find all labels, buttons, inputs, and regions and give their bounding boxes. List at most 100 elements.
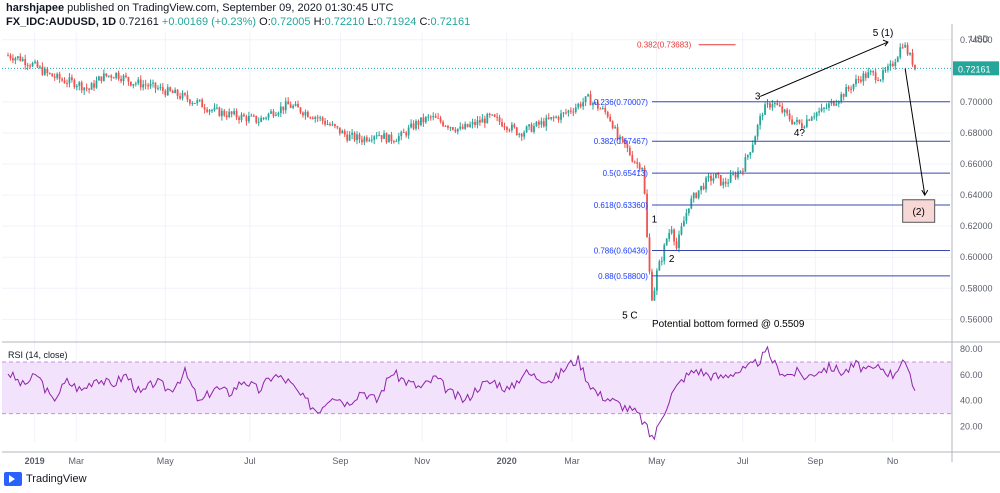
candle-body xyxy=(479,120,481,123)
candle-body xyxy=(690,198,693,209)
candle-body xyxy=(668,233,671,239)
candle-body xyxy=(26,65,29,67)
candle-body xyxy=(297,103,299,108)
candle-body xyxy=(39,66,41,68)
candle-body xyxy=(134,83,137,85)
candle-body xyxy=(88,88,91,90)
candle-body xyxy=(638,163,641,170)
candle-body xyxy=(331,124,334,126)
candle-body xyxy=(405,132,408,136)
candle-body xyxy=(233,111,236,115)
time-tick-label: No xyxy=(887,456,899,466)
candle-body xyxy=(93,83,95,88)
candle-body xyxy=(624,139,626,144)
candle-body xyxy=(889,63,892,67)
candle-body xyxy=(213,107,216,110)
candle-body xyxy=(788,113,791,120)
candle-body xyxy=(914,64,916,70)
candle-body xyxy=(756,125,759,137)
candle-body xyxy=(869,71,872,73)
candle-body xyxy=(390,134,393,142)
annotations: 0.236(0.70007) 0.382(0.67467) 0.5(0.65413)… xyxy=(2,28,952,330)
candle-body xyxy=(211,109,213,111)
candle-body xyxy=(857,79,860,81)
time-tick-label: Mar xyxy=(564,456,580,466)
time-tick-label: 2019 xyxy=(25,456,45,466)
tradingview-logo-icon[interactable] xyxy=(4,472,22,486)
candle-body xyxy=(476,120,479,125)
wave-arrow-line xyxy=(759,41,889,97)
candle-body xyxy=(378,135,381,137)
candle-body xyxy=(727,182,730,184)
candle-body xyxy=(282,106,285,111)
candle-body xyxy=(589,94,592,106)
candle-body xyxy=(877,79,879,81)
candle-body xyxy=(850,88,852,90)
candle-body xyxy=(245,116,248,122)
candle-body xyxy=(262,117,265,119)
candle-body xyxy=(781,106,784,113)
candle-body xyxy=(265,117,267,119)
candle-body xyxy=(722,181,725,186)
candle-body xyxy=(538,121,540,125)
candle-body xyxy=(365,137,368,141)
target-box-label: (2) xyxy=(913,207,925,218)
candle-body xyxy=(899,47,902,58)
candle-body xyxy=(432,116,435,118)
candle-body xyxy=(346,134,349,141)
time-tick-label: May xyxy=(157,456,175,466)
candle-body xyxy=(220,110,223,117)
candle-body xyxy=(252,115,255,117)
candle-body xyxy=(535,121,538,127)
candle-body xyxy=(454,129,457,132)
publisher-line: harshjapee published on TradingView.com,… xyxy=(6,2,394,14)
candle-body xyxy=(164,90,167,96)
candle-body xyxy=(493,114,496,117)
price-tick-label: 0.74000 xyxy=(960,35,993,45)
candle-body xyxy=(132,84,135,86)
candle-body xyxy=(464,123,467,129)
candle-body xyxy=(115,72,118,78)
candle-body xyxy=(137,79,140,84)
candle-body xyxy=(744,157,747,172)
price-change: +0.00169 (+0.23%) xyxy=(161,16,257,28)
candle-body xyxy=(717,173,720,175)
candle-body xyxy=(801,123,803,129)
candle-body xyxy=(302,112,304,116)
candle-body xyxy=(422,117,425,123)
wave-label: 5 C xyxy=(622,311,638,322)
candle-body xyxy=(166,87,169,96)
candle-body xyxy=(909,52,911,55)
candle-body xyxy=(420,117,422,125)
fib-level-label: 0.236(0.70007) xyxy=(594,98,649,107)
time-tick-label: May xyxy=(648,456,666,466)
candle-body xyxy=(867,72,870,78)
candle-body xyxy=(53,76,56,78)
candle-body xyxy=(51,73,54,77)
candle-body xyxy=(655,270,658,291)
candle-body xyxy=(641,167,644,170)
candle-body xyxy=(63,80,66,84)
candle-body xyxy=(216,107,218,109)
candle-body xyxy=(496,116,499,118)
candle-body xyxy=(872,71,875,73)
candle-body xyxy=(614,127,616,129)
candle-body xyxy=(461,126,464,129)
candle-body xyxy=(685,213,688,221)
candle-body xyxy=(599,108,602,110)
candle-body xyxy=(78,82,81,86)
candle-body xyxy=(901,47,904,49)
candle-body xyxy=(230,111,233,115)
candle-body xyxy=(410,123,412,128)
candle-body xyxy=(695,193,698,198)
candle-body xyxy=(545,117,548,127)
publisher-name[interactable]: harshjapee xyxy=(6,2,65,14)
candle-body xyxy=(911,52,914,65)
candle-body xyxy=(373,136,376,140)
candle-body xyxy=(127,77,130,82)
candle-body xyxy=(523,132,526,137)
candle-body xyxy=(400,131,403,137)
candle-body xyxy=(439,117,442,122)
candle-body xyxy=(417,120,420,125)
